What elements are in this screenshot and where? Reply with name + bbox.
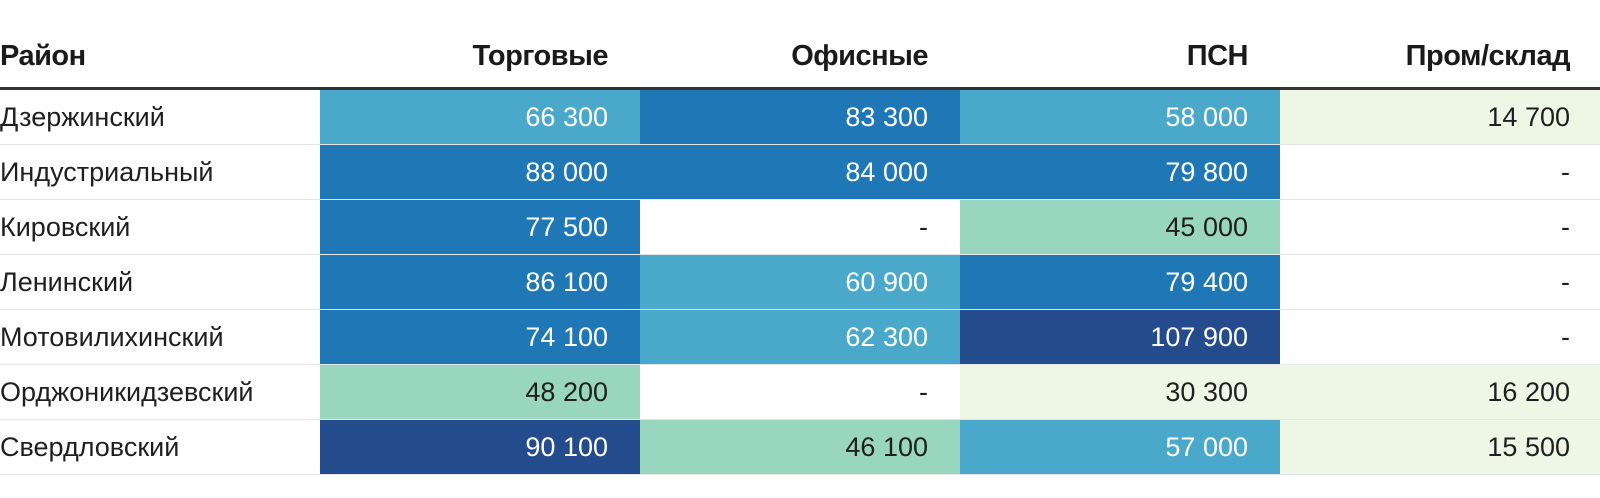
table-row: Дзержинский 66 300 83 300 58 000 14 700 (0, 88, 1600, 145)
heatmap-cell: 58 000 (960, 88, 1280, 145)
column-header-retail: Торговые (320, 25, 640, 90)
heatmap-cell: 79 800 (960, 144, 1280, 200)
heatmap-table: Район Торговые Офисные ПСН Пром/склад Дз… (0, 25, 1600, 475)
heatmap-cell: 84 000 (640, 144, 960, 200)
heatmap-cell: - (1280, 254, 1600, 310)
heatmap-cell: 15 500 (1280, 419, 1600, 475)
table-row: Ленинский 86 100 60 900 79 400- (0, 254, 1600, 310)
column-header-office: Офисные (640, 25, 960, 90)
header-row: Район Торговые Офисные ПСН Пром/склад (0, 25, 1600, 90)
district-name-cell: Свердловский (0, 419, 320, 475)
table-row: Орджоникидзевский 48 200-30 300 16 200 (0, 364, 1600, 420)
heatmap-cell: 79 400 (960, 254, 1280, 310)
heatmap-cell: 14 700 (1280, 88, 1600, 145)
heatmap-cell: - (1280, 144, 1600, 200)
heatmap-cell: 66 300 (320, 88, 640, 145)
heatmap-cell: 62 300 (640, 309, 960, 365)
heatmap-cell: - (1280, 309, 1600, 365)
heatmap-cell: 16 200 (1280, 364, 1600, 420)
district-name-cell: Мотовилихинский (0, 309, 320, 365)
column-header-psn: ПСН (960, 25, 1280, 90)
heatmap-cell: 74 100 (320, 309, 640, 365)
heatmap-cell: 86 100 (320, 254, 640, 310)
district-name-cell: Ленинский (0, 254, 320, 310)
heatmap-cell: 48 200 (320, 364, 640, 420)
heatmap-cell: 60 900 (640, 254, 960, 310)
district-name-cell: Кировский (0, 199, 320, 255)
heatmap-cell: 90 100 (320, 419, 640, 475)
heatmap-cell: 107 900 (960, 309, 1280, 365)
heatmap-cell: 45 000 (960, 199, 1280, 255)
heatmap-cell: 83 300 (640, 88, 960, 145)
heatmap-cell: 30 300 (960, 364, 1280, 420)
table-row: Индустриальный 88 000 84 000 79 800- (0, 144, 1600, 200)
table-body: Дзержинский 66 300 83 300 58 000 14 700 Индус… (0, 88, 1600, 475)
district-name-cell: Дзержинский (0, 88, 320, 145)
heatmap-cell: - (640, 199, 960, 255)
table-row: Кировский 77 500-45 000- (0, 199, 1600, 255)
heatmap-cell: 46 100 (640, 419, 960, 475)
heatmap-cell: - (640, 364, 960, 420)
table-row: Свердловский 90 100 46 100 57 000 15 500 (0, 419, 1600, 475)
column-header-district: Район (0, 25, 320, 90)
table-row: Мотовилихинский 74 100 62 300 107 900- (0, 309, 1600, 365)
heatmap-cell: 88 000 (320, 144, 640, 200)
heatmap-cell: 57 000 (960, 419, 1280, 475)
table-header: Район Торговые Офисные ПСН Пром/склад (0, 25, 1600, 90)
district-name-cell: Индустриальный (0, 144, 320, 200)
district-name-cell: Орджоникидзевский (0, 364, 320, 420)
heatmap-cell: 77 500 (320, 199, 640, 255)
column-header-industrial: Пром/склад (1280, 25, 1600, 90)
heatmap-cell: - (1280, 199, 1600, 255)
